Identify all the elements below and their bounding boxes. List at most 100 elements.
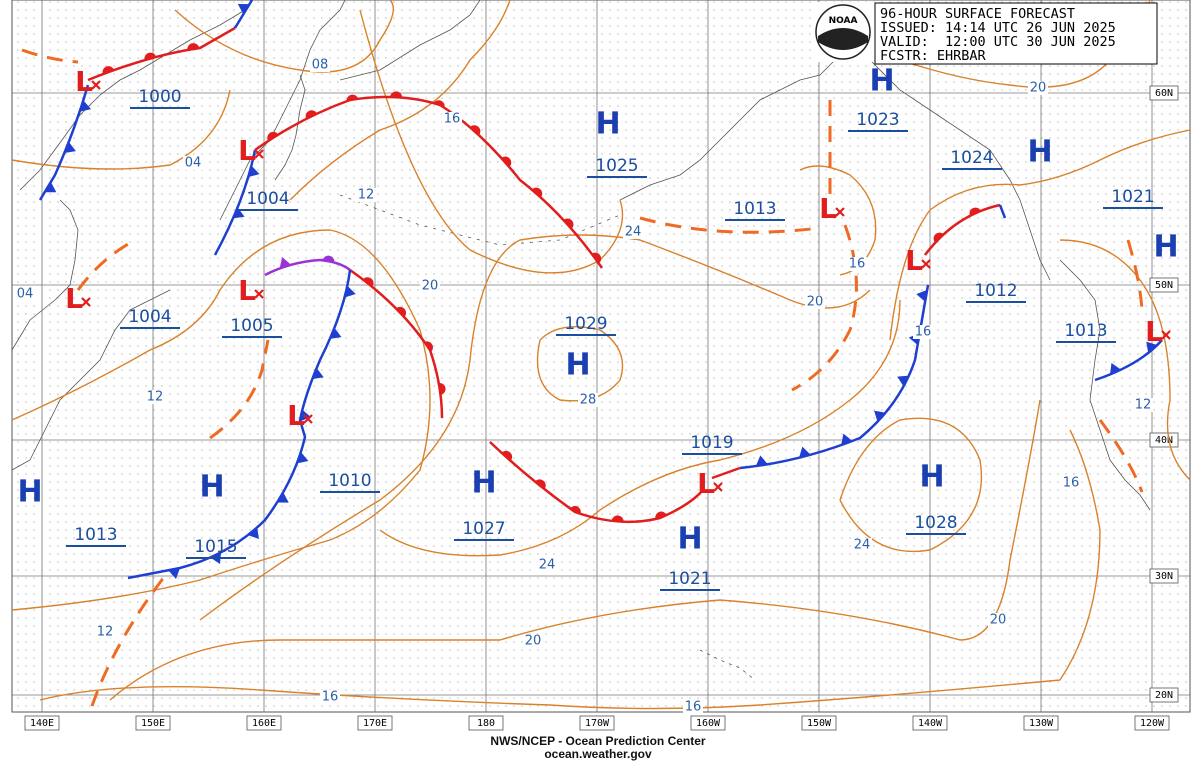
lon-label: 140E — [30, 718, 54, 729]
coastline — [11, 199, 79, 351]
isobar-label: 04 — [185, 156, 202, 171]
warm-front-symbol — [469, 125, 481, 136]
isobar-label: 28 — [580, 393, 597, 408]
warm-front-symbol — [305, 110, 318, 119]
lat-label-box — [1149, 432, 1179, 448]
coastline — [339, 0, 481, 81]
lon-label-box — [579, 715, 615, 731]
cold-front-symbol — [312, 368, 324, 380]
central-pressure: 1013 — [733, 199, 776, 219]
low-x — [254, 289, 264, 299]
lon-label: 150W — [807, 718, 832, 729]
header-line: FCSTR: EHRBAR — [880, 48, 987, 64]
cold-front-symbol — [232, 207, 245, 219]
central-pressure: 1010 — [328, 471, 371, 491]
isobar-label-bg — [356, 188, 376, 202]
lon-label: 160E — [252, 718, 276, 729]
lat-label-box — [1149, 687, 1179, 703]
lat-label-box — [1149, 277, 1179, 293]
isobar-label: 12 — [147, 390, 164, 405]
lon-label-box — [246, 715, 282, 731]
low-symbol: L — [75, 65, 93, 98]
isobar-label-bg — [1028, 81, 1048, 95]
cold-front-symbol — [277, 492, 289, 503]
map-frame — [11, 0, 1191, 713]
warm-front-symbol — [362, 277, 374, 287]
lat-label: 20N — [1155, 690, 1173, 701]
high-symbol: H — [869, 64, 894, 99]
cold-front-symbol — [841, 433, 853, 446]
warm-front-symbol — [501, 156, 512, 168]
cold-front-symbol — [44, 181, 57, 193]
lat-label-box — [1149, 568, 1179, 584]
isobar-label-bg — [847, 257, 867, 271]
cold-front — [38, 84, 90, 201]
isobar-label: 12 — [97, 625, 114, 640]
high-symbol: H — [471, 466, 496, 501]
isobar-label-bg — [145, 390, 165, 404]
isobar-label: 16 — [685, 700, 702, 715]
warm-front-symbol — [395, 306, 407, 318]
low-x — [835, 207, 845, 217]
warm-front-symbol — [611, 515, 624, 522]
warm-front-symbol — [501, 450, 513, 461]
cold-front-symbol — [755, 455, 768, 467]
central-pressure: 1004 — [246, 189, 289, 209]
dot-grid — [12, 0, 1190, 712]
lon-label: 120W — [1140, 718, 1165, 729]
isobar-label-bg — [95, 625, 115, 639]
isobar — [109, 399, 1041, 701]
isobar-label: 16 — [849, 257, 866, 272]
isobar-label-bg — [310, 58, 330, 72]
isobar-label: 16 — [444, 112, 461, 127]
central-pressure: 1021 — [1111, 187, 1154, 207]
low-symbol: L — [1145, 315, 1163, 348]
coastline — [11, 289, 171, 471]
cold-front — [1094, 339, 1163, 382]
lon-label: 170E — [363, 718, 387, 729]
cold-front-symbol — [247, 527, 259, 540]
isobar-label-bg — [805, 295, 825, 309]
footer-agency: NWS/NCEP - Ocean Prediction Center — [490, 734, 705, 748]
cold-front-symbol — [79, 100, 92, 112]
labels: HHHHHHHHHHLLLLLLLLLH10251023102410211029… — [15, 58, 1179, 715]
low-x — [713, 482, 723, 492]
lon-label-box — [912, 715, 948, 731]
warm-front-symbol — [102, 66, 115, 75]
warm-front-symbol — [144, 52, 157, 61]
troughs — [21, 48, 1144, 707]
central-pressure: 1012 — [974, 281, 1017, 301]
isobar-label-bg — [913, 325, 933, 339]
high-symbol: H — [17, 475, 42, 510]
isobar-label-bg — [1061, 476, 1081, 490]
low-symbol: L — [819, 192, 837, 225]
warm-front-symbol — [655, 511, 667, 520]
lat-label-box — [1149, 85, 1179, 101]
graticule: 140E 150E 160E 170E 180 170W 160W 150W 140W 130W 1… — [11, 0, 1191, 731]
footer-url: ocean.weather.gov — [544, 747, 652, 761]
trough — [90, 571, 170, 707]
coastline — [869, 59, 1051, 281]
low-symbol: L — [697, 467, 715, 500]
header-line: VALID: 12:00 UTC 30 JUN 2025 — [880, 34, 1116, 50]
isobar-label: 24 — [539, 558, 556, 573]
occl-front — [264, 258, 351, 277]
isobar — [379, 299, 901, 557]
isobar-label: 24 — [854, 538, 871, 553]
low-x — [91, 80, 101, 90]
isobar-label-bg — [523, 634, 543, 648]
high-symbol: H — [1027, 135, 1052, 170]
coastlines — [11, 0, 1151, 681]
isobar-label-bg — [623, 225, 643, 239]
isobar — [536, 325, 624, 402]
central-pressure: 1004 — [128, 307, 171, 327]
lon-label: 180 — [477, 718, 495, 729]
cold-front — [739, 284, 930, 470]
trough — [1126, 239, 1144, 311]
warm-front-symbol — [535, 479, 546, 490]
coastline — [1059, 259, 1151, 511]
header-box — [874, 2, 1158, 65]
trough — [76, 241, 131, 291]
cold-front — [213, 149, 257, 256]
header-line: ISSUED: 14:14 UTC 26 JUN 2025 — [880, 20, 1116, 36]
